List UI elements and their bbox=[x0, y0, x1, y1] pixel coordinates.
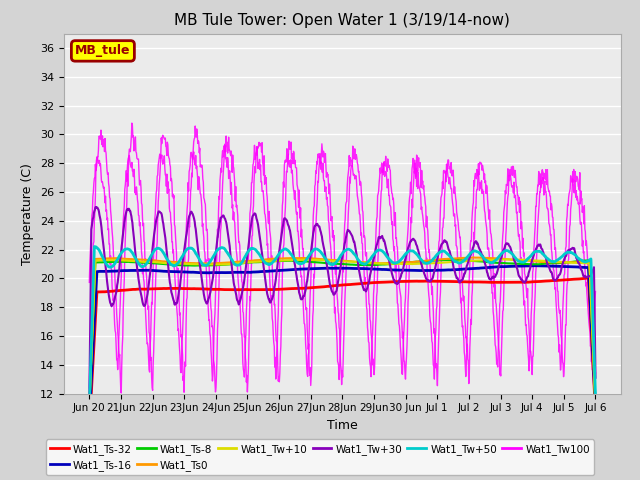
Wat1_Tw+50 bbox=[433, 252, 441, 257]
Wat1_Ts-32 bbox=[584, 275, 592, 281]
Wat1_Ts-8 bbox=[308, 259, 316, 265]
Wat1_Ts-32 bbox=[308, 285, 316, 290]
Wat1_Tw+50 bbox=[138, 264, 145, 269]
Wat1_Ts-16 bbox=[591, 404, 599, 410]
Wat1_Tw+50 bbox=[90, 244, 98, 250]
Wat1_Ts0 bbox=[490, 255, 497, 261]
Wat1_Ts-16 bbox=[490, 264, 497, 270]
Wat1_Tw+10 bbox=[137, 259, 145, 264]
Wat1_Tw+10 bbox=[480, 257, 488, 263]
Wat1_Tw+30 bbox=[291, 260, 298, 266]
Wat1_Ts-16 bbox=[137, 267, 145, 273]
Wat1_Ts-16 bbox=[290, 266, 298, 272]
Wat1_Ts-8 bbox=[490, 260, 497, 265]
Wat1_Tw+50 bbox=[490, 259, 497, 264]
Wat1_Tw+10 bbox=[433, 260, 441, 266]
Wat1_Tw+50 bbox=[86, 404, 93, 410]
Y-axis label: Temperature (C): Temperature (C) bbox=[22, 163, 35, 264]
Line: Wat1_Ts-32: Wat1_Ts-32 bbox=[90, 278, 595, 429]
Line: Wat1_Tw+30: Wat1_Tw+30 bbox=[90, 207, 595, 401]
Wat1_Ts0 bbox=[137, 257, 145, 263]
Wat1_Tw+30 bbox=[92, 204, 100, 210]
Wat1_Ts-32 bbox=[86, 426, 93, 432]
X-axis label: Time: Time bbox=[327, 419, 358, 432]
Wat1_Ts-8 bbox=[137, 260, 145, 265]
Wat1_Tw+30 bbox=[86, 398, 93, 404]
Line: Wat1_Ts0: Wat1_Ts0 bbox=[90, 257, 595, 408]
Wat1_Tw+10 bbox=[86, 405, 93, 410]
Wat1_Tw+30 bbox=[138, 293, 145, 299]
Wat1_Ts0 bbox=[290, 255, 298, 261]
Wat1_Tw+30 bbox=[481, 259, 488, 265]
Wat1_Ts-32 bbox=[137, 286, 145, 292]
Wat1_Ts-8 bbox=[449, 257, 457, 263]
Line: Wat1_Tw+10: Wat1_Tw+10 bbox=[90, 259, 595, 409]
Wat1_Ts-16 bbox=[480, 265, 488, 271]
Wat1_Ts-8 bbox=[591, 404, 599, 410]
Wat1_Tw+30 bbox=[490, 275, 497, 280]
Wat1_Ts-8 bbox=[290, 258, 298, 264]
Text: MB_tule: MB_tule bbox=[75, 44, 131, 58]
Wat1_Ts-16 bbox=[433, 267, 441, 273]
Line: Wat1_Ts-8: Wat1_Ts-8 bbox=[90, 260, 595, 408]
Wat1_Ts-8 bbox=[86, 406, 93, 411]
Wat1_Tw+10 bbox=[591, 406, 599, 412]
Line: Wat1_Tw+50: Wat1_Tw+50 bbox=[90, 247, 595, 407]
Wat1_Tw+30 bbox=[309, 234, 317, 240]
Wat1_Tw+50 bbox=[291, 256, 298, 262]
Title: MB Tule Tower: Open Water 1 (3/19/14-now): MB Tule Tower: Open Water 1 (3/19/14-now… bbox=[175, 13, 510, 28]
Wat1_Ts-16 bbox=[86, 416, 93, 422]
Wat1_Tw+10 bbox=[495, 256, 503, 262]
Wat1_Ts0 bbox=[86, 404, 93, 409]
Wat1_Ts-32 bbox=[480, 279, 488, 285]
Wat1_Tw+30 bbox=[591, 375, 599, 381]
Wat1_Ts-32 bbox=[490, 279, 497, 285]
Wat1_Ts0 bbox=[433, 257, 441, 263]
Wat1_Tw+50 bbox=[309, 248, 317, 254]
Wat1_Ts0 bbox=[308, 255, 316, 261]
Wat1_Ts-32 bbox=[433, 278, 441, 284]
Line: Wat1_Ts-16: Wat1_Ts-16 bbox=[90, 266, 595, 419]
Wat1_Tw+30 bbox=[433, 256, 441, 262]
Wat1_Ts-16 bbox=[308, 266, 316, 272]
Wat1_Ts-8 bbox=[481, 259, 488, 264]
Wat1_Tw+50 bbox=[591, 393, 599, 399]
Wat1_Ts-16 bbox=[530, 263, 538, 269]
Wat1_Ts-32 bbox=[591, 409, 599, 415]
Wat1_Tw+10 bbox=[308, 257, 316, 263]
Wat1_Ts0 bbox=[470, 254, 477, 260]
Wat1_Ts-32 bbox=[290, 286, 298, 291]
Legend: Wat1_Ts-32, Wat1_Ts-16, Wat1_Ts-8, Wat1_Ts0, Wat1_Tw+10, Wat1_Tw+30, Wat1_Tw+50,: Wat1_Ts-32, Wat1_Ts-16, Wat1_Ts-8, Wat1_… bbox=[46, 439, 594, 475]
Wat1_Tw+10 bbox=[490, 257, 497, 263]
Wat1_Tw+10 bbox=[290, 257, 298, 263]
Wat1_Ts-8 bbox=[433, 257, 441, 263]
Wat1_Tw+50 bbox=[481, 256, 488, 262]
Wat1_Ts0 bbox=[481, 255, 488, 261]
Wat1_Ts0 bbox=[591, 405, 599, 411]
